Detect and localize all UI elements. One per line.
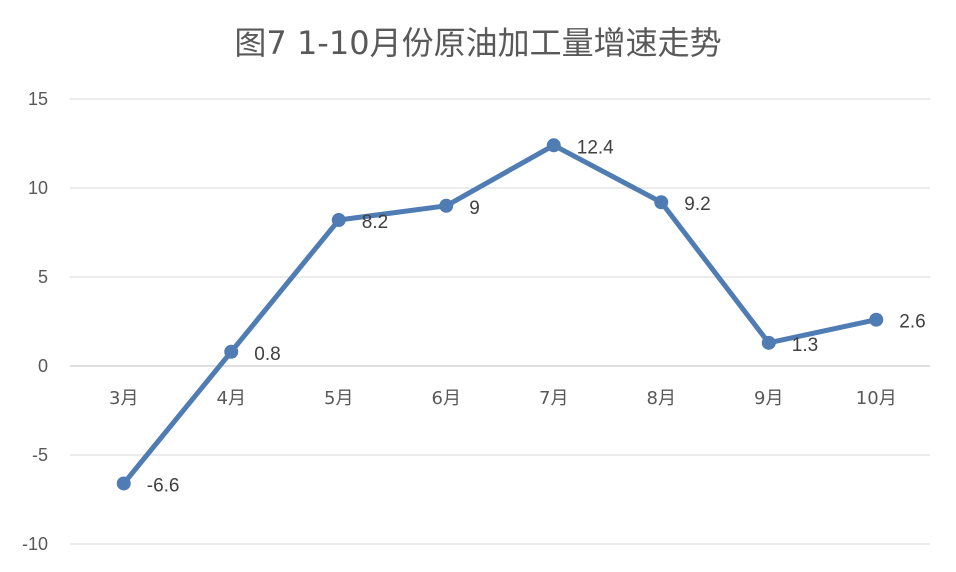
data-label: 9.2: [684, 194, 710, 215]
y-tick-label: 10: [28, 178, 48, 198]
series-lines: [121, 142, 879, 486]
data-points: [116, 138, 884, 491]
x-category-label: 10月: [856, 388, 897, 409]
data-label: 9: [469, 198, 480, 219]
x-axis-categories: 3月 4月 5月 6月 7月 8月 9月 10月: [109, 388, 897, 409]
y-tick-label: 5: [38, 267, 48, 287]
data-point: [546, 138, 561, 153]
data-point: [116, 476, 131, 491]
y-tick-label: -5: [32, 445, 48, 465]
data-labels: -6.6 0.8 8.2 9 12.4 9.2 1.3 2.6: [147, 137, 926, 496]
data-label: 1.3: [792, 335, 818, 356]
x-category-label: 4月: [217, 388, 246, 409]
data-point: [654, 195, 669, 210]
data-label: 0.8: [254, 344, 280, 365]
data-point: [761, 335, 776, 350]
gridlines: [70, 98, 930, 545]
x-category-label: 5月: [324, 388, 353, 409]
data-point: [869, 312, 884, 327]
data-label: 2.6: [899, 312, 925, 333]
chart-title: 图7 1-10月份原油加工量增速走势: [234, 24, 722, 62]
y-axis-ticks: 15 10 5 0 -5 -10: [22, 89, 48, 554]
x-category-label: 9月: [754, 388, 783, 409]
data-point: [224, 344, 239, 359]
data-label: 8.2: [362, 212, 388, 233]
data-point: [331, 213, 346, 228]
x-category-label: 7月: [539, 388, 568, 409]
x-category-label: 3月: [109, 388, 138, 409]
x-category-label: 8月: [647, 388, 676, 409]
data-point: [439, 198, 454, 213]
y-tick-label: 0: [38, 356, 48, 376]
series-line: [121, 142, 879, 486]
data-label: 12.4: [577, 137, 614, 158]
x-category-label: 6月: [432, 388, 461, 409]
y-tick-label: -10: [22, 534, 48, 554]
y-tick-label: 15: [28, 89, 48, 109]
data-label: -6.6: [147, 475, 180, 496]
